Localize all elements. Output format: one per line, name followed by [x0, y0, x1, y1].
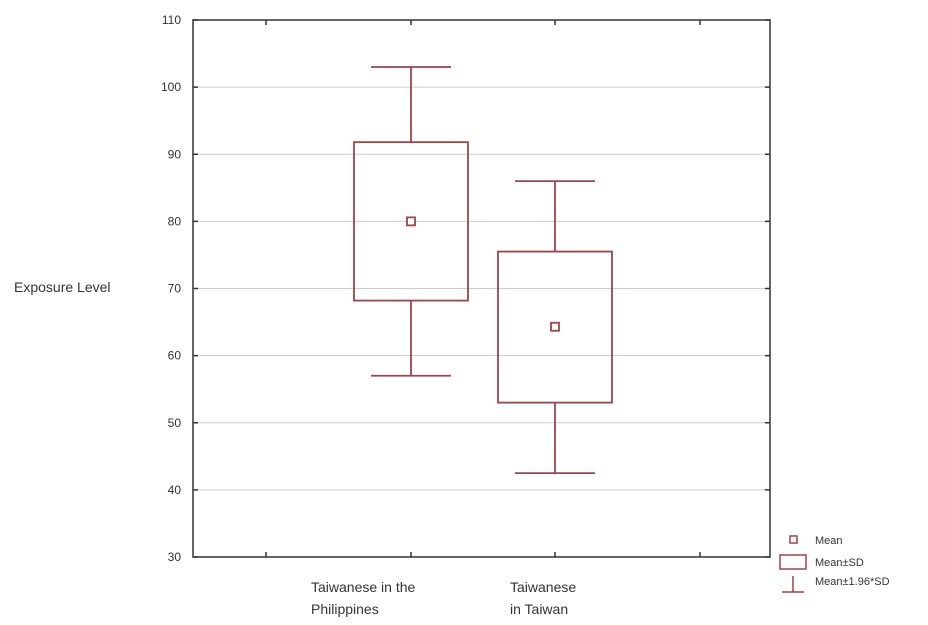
- x-category-label: Taiwanese in the Philippines: [311, 579, 416, 617]
- boxes: [353, 66, 613, 474]
- y-tick-label: 90: [168, 147, 182, 161]
- y-tick-label: 110: [162, 13, 181, 27]
- x-category-label-line: in Taiwan: [510, 601, 568, 617]
- y-tick-label: 40: [168, 483, 182, 497]
- y-tick-label: 30: [168, 550, 182, 564]
- y-tick-label: 60: [168, 349, 182, 363]
- mean-marker: [406, 216, 416, 227]
- sd-box: [497, 250, 613, 404]
- legend-sd-swatch: [779, 554, 807, 570]
- x-category-label: Taiwanese in Taiwan: [510, 579, 576, 617]
- mean-marker: [550, 321, 560, 332]
- y-tick-label: 50: [168, 416, 182, 430]
- legend-label-ci: Mean±1.96*SD: [815, 576, 890, 588]
- box-group: [353, 66, 469, 377]
- box-group: [497, 180, 613, 474]
- legend-label-mean: Mean: [815, 535, 843, 547]
- x-category-label-line: Taiwanese in the: [311, 579, 416, 595]
- y-axis-title: Exposure Level: [14, 279, 111, 295]
- y-axis: 30 40 50 60 70 80 90 100 110: [161, 13, 770, 564]
- x-category-label-line: Philippines: [311, 601, 379, 617]
- grid-lines: [193, 86, 770, 491]
- y-tick-label: 70: [168, 282, 182, 296]
- sd-box: [353, 141, 469, 302]
- legend-mean-swatch: [789, 535, 798, 544]
- x-category-label-line: Taiwanese: [510, 579, 576, 595]
- legend-label-sd: Mean±SD: [815, 557, 864, 569]
- legend: Mean Mean±SD Mean±1.96*SD: [779, 535, 890, 593]
- y-tick-label: 100: [161, 80, 181, 94]
- x-axis: Taiwanese in the Philippines Taiwanese in T…: [265, 20, 701, 617]
- y-tick-label: 80: [168, 214, 182, 228]
